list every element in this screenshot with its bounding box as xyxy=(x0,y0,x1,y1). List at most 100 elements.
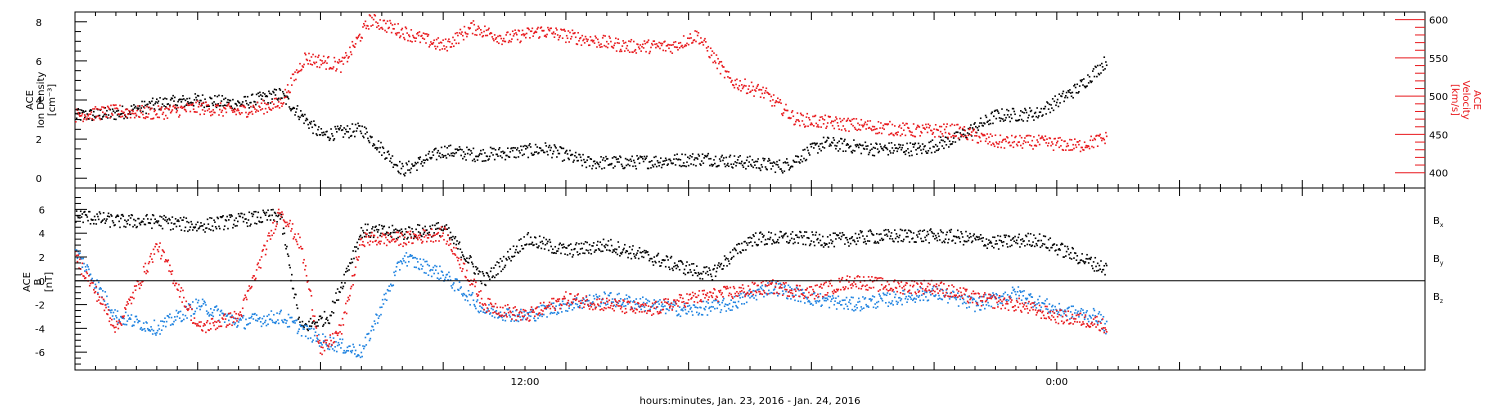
by-point xyxy=(435,269,437,271)
velocity-point xyxy=(949,124,952,127)
velocity-point xyxy=(1044,135,1047,138)
by-point xyxy=(632,301,634,303)
density-point xyxy=(495,153,498,156)
density-point xyxy=(967,127,970,130)
velocity-point xyxy=(888,133,890,136)
by-point xyxy=(333,349,336,352)
by-point xyxy=(475,300,478,303)
by-point xyxy=(282,321,284,323)
velocity-point xyxy=(672,43,674,46)
velocity-point xyxy=(575,43,578,45)
bx-point xyxy=(779,230,782,233)
bx-point xyxy=(277,214,280,217)
bx-point xyxy=(961,236,964,238)
by-point xyxy=(348,345,350,348)
density-point xyxy=(237,100,239,102)
velocity-point xyxy=(409,40,412,42)
velocity-point xyxy=(517,29,520,32)
by-point xyxy=(375,313,377,316)
bx-point xyxy=(538,245,540,247)
velocity-point xyxy=(1031,139,1034,142)
density-point xyxy=(744,162,746,164)
density-point xyxy=(845,144,848,146)
by-point xyxy=(775,281,777,284)
by-point xyxy=(1033,301,1036,303)
density-point xyxy=(1006,114,1009,116)
velocity-point xyxy=(674,41,677,43)
bx-point xyxy=(772,239,774,241)
density-point xyxy=(696,158,699,160)
bx-point xyxy=(473,272,476,274)
density-point xyxy=(470,150,472,152)
by-point xyxy=(457,288,459,291)
by-point xyxy=(214,306,217,308)
velocity-point xyxy=(836,122,839,124)
by-point xyxy=(160,329,163,331)
velocity-point xyxy=(370,25,372,27)
velocity-point xyxy=(548,29,551,32)
bx-point xyxy=(1005,234,1007,237)
velocity-point xyxy=(121,115,124,118)
bx-point xyxy=(1000,240,1002,242)
density-point xyxy=(686,161,688,163)
velocity-point xyxy=(149,108,152,111)
velocity-point xyxy=(268,108,271,110)
bx-point xyxy=(421,227,424,230)
density-point xyxy=(565,149,568,152)
by-point xyxy=(921,290,924,292)
density-point xyxy=(969,126,971,129)
velocity-point xyxy=(214,111,216,114)
bx-point xyxy=(79,217,81,219)
by-point xyxy=(990,305,993,308)
by-point xyxy=(871,295,874,297)
bx-point xyxy=(717,264,719,267)
density-point xyxy=(347,131,350,133)
bx-point xyxy=(354,250,357,253)
velocity-point xyxy=(345,54,348,57)
by-point xyxy=(631,307,633,309)
by-point xyxy=(534,319,536,322)
density-point xyxy=(705,155,708,158)
velocity-point xyxy=(1011,141,1014,144)
bx-point xyxy=(810,240,813,242)
by-point xyxy=(461,293,463,295)
velocity-point xyxy=(1072,143,1074,146)
velocity-point xyxy=(431,43,434,45)
velocity-point xyxy=(897,131,899,133)
bx-point xyxy=(889,235,892,237)
density-point xyxy=(768,157,770,160)
bx-point xyxy=(942,231,944,234)
by-point xyxy=(394,274,396,277)
density-point xyxy=(664,157,667,160)
by-point xyxy=(1051,304,1054,307)
density-point xyxy=(755,167,758,169)
bx-point xyxy=(115,215,118,218)
by-point xyxy=(675,310,678,312)
bx-point xyxy=(301,320,304,323)
density-point xyxy=(309,123,312,125)
bx-point xyxy=(626,250,629,253)
by-point xyxy=(1025,298,1028,301)
density-point xyxy=(221,95,224,97)
bx-point xyxy=(918,233,921,235)
density-point xyxy=(1060,95,1062,97)
bx-point xyxy=(764,238,767,241)
by-point xyxy=(993,296,996,298)
velocity-point xyxy=(461,31,463,33)
density-point xyxy=(771,162,773,164)
bx-point xyxy=(537,246,539,249)
velocity-point xyxy=(732,84,734,86)
bx-point xyxy=(589,249,592,251)
density-point xyxy=(102,116,104,118)
velocity-point xyxy=(180,105,183,108)
bx-point xyxy=(606,249,608,251)
by-point xyxy=(654,302,656,305)
by-point xyxy=(673,304,676,307)
density-point xyxy=(759,167,761,170)
bx-point xyxy=(145,215,147,217)
by-point xyxy=(697,314,700,316)
velocity-point xyxy=(279,98,282,101)
bx-point xyxy=(402,234,404,237)
density-point xyxy=(853,139,855,141)
by-point xyxy=(517,320,520,323)
